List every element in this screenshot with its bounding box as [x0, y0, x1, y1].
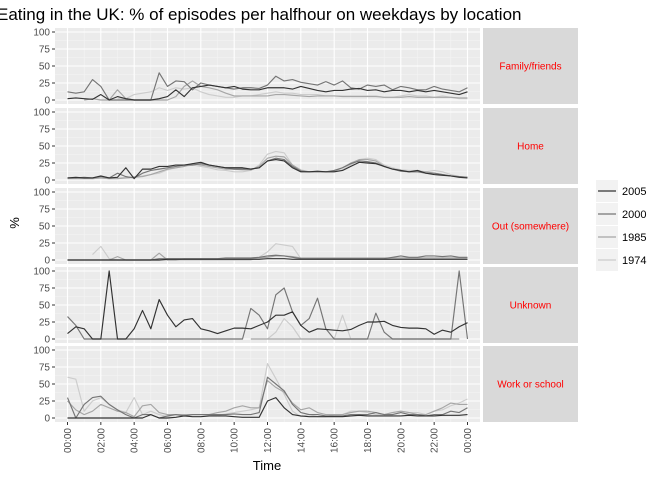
legend: 2005 2000 1985 1974: [596, 180, 646, 271]
x-tick-label: 20:00: [396, 428, 407, 453]
series-line-1985: [67, 380, 468, 418]
x-axis-title: Time: [253, 458, 281, 473]
x-tick-label: 08:00: [196, 428, 207, 453]
facet-strip: [483, 28, 578, 104]
series-line-2000: [67, 270, 469, 340]
legend-label-2005: 2005: [622, 186, 646, 198]
series-line-2005: [67, 84, 468, 101]
series-line-2005: [67, 159, 468, 180]
facet-home: 0 25 50 75 100 Home: [33, 108, 578, 187]
series-line-1974: [67, 150, 468, 180]
y-tick-label: 50: [39, 301, 51, 312]
y-tick-label: 25: [39, 239, 51, 250]
legend-label-1985: 1985: [622, 232, 646, 244]
legend-label-2000: 2000: [622, 209, 646, 221]
x-tick-label: 12:00: [263, 428, 274, 453]
facet-panels: 0 25 50 75 100 Family/friends 0 25 50 75 100 Home 0 2…: [33, 28, 578, 425]
series-line-1974: [117, 87, 468, 100]
y-tick-label: 25: [39, 318, 51, 329]
y-tick-label: 0: [44, 256, 50, 267]
y-tick-label: 50: [39, 142, 51, 153]
facet-strip: [483, 346, 578, 422]
x-tick-label: 14:00: [296, 428, 307, 453]
facet-strip-label: Unknown: [510, 301, 552, 312]
series-line-2005: [67, 258, 468, 261]
facet-strip-label: Family/friends: [499, 62, 561, 73]
facet-unknown: 0 25 50 75 100 Unknown: [33, 267, 578, 346]
y-tick-label: 50: [39, 62, 51, 73]
x-tick-label: 00:00: [63, 428, 74, 453]
y-tick-label: 75: [39, 125, 51, 136]
y-tick-label: 25: [39, 397, 51, 408]
y-tick-label: 0: [44, 335, 50, 346]
x-tick-label: 02:00: [96, 428, 107, 453]
facet-strip-label: Out (somewhere): [492, 222, 569, 233]
y-tick-label: 75: [39, 284, 51, 295]
x-tick-label: 06:00: [163, 428, 174, 453]
series-line-2005: [67, 270, 468, 340]
facet-out-somewhere-: 0 25 50 75 100 Out (somewhere): [33, 188, 578, 267]
series-line-2005: [67, 397, 468, 419]
x-tick-label: 18:00: [363, 428, 374, 453]
facet-strip: [483, 267, 578, 343]
x-tick-label: 16:00: [330, 428, 341, 453]
y-tick-label: 100: [33, 188, 50, 199]
y-tick-label: 75: [39, 205, 51, 216]
y-tick-label: 25: [39, 79, 51, 90]
chart-title: Eating in the UK: % of episodes per half…: [0, 5, 522, 24]
facet-strip: [483, 188, 578, 264]
facet-strip-label: Home: [517, 142, 544, 153]
y-tick-label: 100: [33, 346, 50, 357]
y-tick-label: 100: [33, 108, 50, 119]
facet-work-or-school: 0 25 50 75 100 Work or school: [33, 346, 578, 425]
facet-family-friends: 0 25 50 75 100 Family/friends: [33, 28, 578, 107]
x-tick-label: 00:00: [463, 428, 474, 453]
y-tick-label: 0: [44, 96, 50, 107]
y-tick-label: 100: [33, 267, 50, 278]
y-tick-label: 75: [39, 45, 51, 56]
y-tick-label: 0: [44, 414, 50, 425]
y-axis-title: %: [7, 217, 22, 229]
y-tick-label: 75: [39, 363, 51, 374]
x-axis: 00:00 02:00 04:00 06:00 08:00 10:00 12:00 14:00…: [63, 422, 474, 453]
facet-strip-label: Work or school: [497, 380, 564, 391]
y-tick-label: 50: [39, 380, 51, 391]
facet-strip: [483, 108, 578, 184]
legend-label-1974: 1974: [622, 255, 646, 267]
y-tick-label: 0: [44, 176, 50, 187]
x-tick-label: 22:00: [430, 428, 441, 453]
x-tick-label: 10:00: [230, 428, 241, 453]
x-tick-label: 04:00: [130, 428, 141, 453]
y-tick-label: 100: [33, 28, 50, 39]
y-tick-label: 50: [39, 222, 51, 233]
y-tick-label: 25: [39, 159, 51, 170]
